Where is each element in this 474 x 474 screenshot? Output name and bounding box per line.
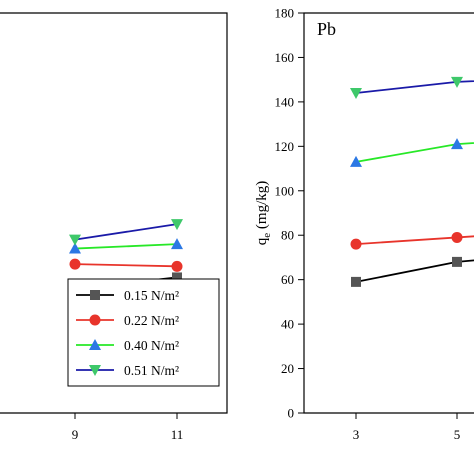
series-line-0-3 <box>74 223 178 241</box>
right-x-tick-label: 5 <box>454 427 461 442</box>
right-y-tick-label: 140 <box>275 94 295 109</box>
right-y-tick-label: 80 <box>281 228 294 243</box>
left-plot-frame <box>0 12 228 414</box>
y-axis-label-symbol: q <box>254 237 270 245</box>
legend-label: 0.51 N/m² <box>124 363 179 378</box>
data-point-0-2-0 <box>69 242 81 254</box>
legend-label: 0.22 N/m² <box>124 313 179 328</box>
right-y-tick-label: 120 <box>275 139 295 154</box>
legend-marker <box>89 365 101 376</box>
left-x-tick-label: 11 <box>171 427 184 442</box>
right-y-tick-label: 20 <box>281 361 294 376</box>
data-point-1-1-1 <box>451 231 463 243</box>
data-point-1-0-1 <box>452 256 462 267</box>
right-x-tick-label: 3 <box>353 427 360 442</box>
data-point-0-3-0 <box>69 234 81 246</box>
right-y-tick-label: 180 <box>275 6 295 21</box>
legend: 0.15 N/m² 0.22 N/m² 0.40 N/m² 0.51 N/m² <box>67 278 220 387</box>
panel-label-pb: Pb <box>317 19 336 39</box>
right-y-tick-label: 60 <box>281 272 294 287</box>
data-point-0-1-0 <box>69 258 81 270</box>
right-y-tick-label: 0 <box>288 406 295 421</box>
right-y-tick-label: 160 <box>275 50 295 65</box>
legend-marker <box>90 290 100 300</box>
data-point-0-3-1 <box>171 219 183 231</box>
data-point-1-0-0 <box>351 276 361 287</box>
data-point-1-2-1 <box>451 138 463 150</box>
series-line-0-1 <box>74 263 178 268</box>
legend-marker <box>89 314 101 326</box>
right-y-tick-label: 40 <box>281 317 294 332</box>
right-plot-frame <box>303 12 474 414</box>
left-x-tick-label: 9 <box>72 427 79 442</box>
legend-marker <box>89 339 101 350</box>
right-y-tick-label: 100 <box>275 183 295 198</box>
right-panel: 0 20 40 60 80 100 120 140 160 180 3 5 Pb qe (mg/kg) <box>254 6 474 442</box>
data-point-1-1-0 <box>350 238 362 250</box>
series-line-0-2 <box>74 243 178 250</box>
y-axis-label-unit: (mg/kg) <box>254 181 270 233</box>
data-point-1-3-1 <box>451 76 463 88</box>
y-axis-label-subscript: e <box>261 233 273 238</box>
data-point-0-1-1 <box>171 260 183 272</box>
data-point-1-2-0 <box>350 155 362 167</box>
data-point-0-2-1 <box>171 238 183 250</box>
legend-label: 0.40 N/m² <box>124 338 179 353</box>
data-point-1-3-0 <box>350 88 362 99</box>
legend-label: 0.15 N/m² <box>124 288 179 303</box>
left-panel: 9 11 0.15 N/m² 0.22 N/m² 0.40 N/m² 0.51 N/m² <box>0 12 228 442</box>
right-y-axis-label: qe (mg/kg) <box>254 181 273 245</box>
data-point-0-0-1 <box>172 272 182 283</box>
